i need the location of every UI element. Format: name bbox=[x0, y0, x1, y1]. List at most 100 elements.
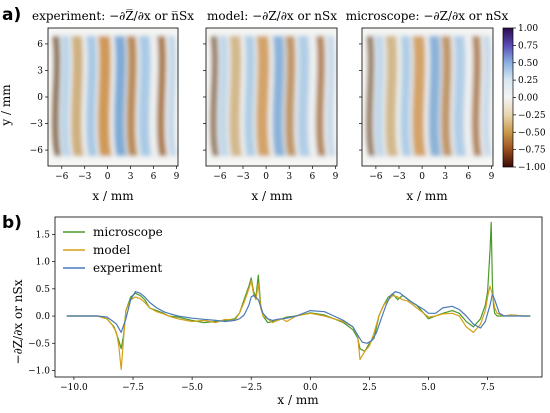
map-streak bbox=[315, 36, 326, 156]
chart-x-tick-label: −7.5 bbox=[122, 383, 144, 393]
map-x-tick-label: −3 bbox=[392, 172, 406, 182]
map-streak bbox=[326, 36, 336, 156]
colorbar-tick-label: −0.75 bbox=[518, 146, 546, 156]
map-y-tick-label: −3 bbox=[30, 120, 44, 130]
line-chart: −10.0 −7.5 −5.0 −2.5 0.0 2.5 5.0 7.5 1.5 1.0 0.5 0.… bbox=[28, 216, 543, 393]
map-x-tick-label: 0 bbox=[105, 172, 111, 182]
map-streak bbox=[138, 36, 152, 156]
map-streak bbox=[440, 36, 453, 156]
map-streak bbox=[272, 36, 286, 156]
map-streak bbox=[167, 36, 177, 156]
chart-ylabel: −∂Z/∂x or nSx bbox=[11, 279, 25, 364]
map-ylabel: y / mm bbox=[0, 84, 13, 127]
map-x-tick-label: 6 bbox=[465, 172, 471, 182]
map-x-tick-label: 0 bbox=[419, 172, 425, 182]
chart-y-tick-label: 1.0 bbox=[36, 258, 51, 268]
chart-x-tick-label: −10.0 bbox=[60, 383, 88, 393]
map-experiment: −6 −3 0 3 6 9 6 3 0 −3 −6 bbox=[30, 27, 180, 182]
map-sample bbox=[53, 33, 173, 159]
map-streak bbox=[113, 36, 127, 156]
map-field bbox=[210, 33, 336, 159]
map-x-tick-label: −3 bbox=[78, 172, 92, 182]
map-streak bbox=[60, 36, 71, 156]
chart-x-tick-label: −5.0 bbox=[181, 383, 203, 393]
map-x-tick-label: −3 bbox=[236, 172, 250, 182]
map-xlabel-experiment: x / mm bbox=[92, 189, 134, 203]
colorbar-tick-label: −0.50 bbox=[518, 128, 546, 138]
map-streak bbox=[218, 36, 229, 156]
colorbar-tick-label: −0.25 bbox=[518, 111, 546, 121]
map-y-tick-label: 6 bbox=[37, 40, 43, 50]
chart-y-tick-label: −1.0 bbox=[28, 366, 50, 376]
legend-label-experiment: experiment bbox=[93, 261, 162, 275]
map-streak bbox=[412, 36, 427, 156]
map-x-tick-label: 6 bbox=[151, 172, 157, 182]
map-streak bbox=[400, 36, 412, 156]
chart-y-tick-label: 0.5 bbox=[36, 285, 51, 295]
map-xlabel-model: x / mm bbox=[251, 189, 293, 203]
map-y-tick-label: 0 bbox=[37, 93, 43, 103]
map-streak bbox=[86, 36, 98, 156]
colorbar-tick-label: 0.00 bbox=[518, 94, 538, 104]
map-title-experiment: experiment: −∂Z̅/∂x or n̅Sx bbox=[32, 8, 194, 23]
map-streak bbox=[156, 36, 167, 156]
chart-plot-area bbox=[55, 217, 542, 377]
map-xlabel-microscope: x / mm bbox=[406, 189, 448, 203]
map-x-tick-label: 3 bbox=[128, 172, 134, 182]
map-sample bbox=[211, 33, 332, 159]
chart-y-tick-label: 0.0 bbox=[36, 312, 51, 322]
legend-label-model: model bbox=[93, 243, 130, 257]
chart-x-tick-label: 0.0 bbox=[303, 383, 318, 393]
chart-y-tick-label: 1.5 bbox=[36, 230, 51, 240]
series-line-microscope bbox=[66, 221, 531, 352]
chart-x-tick-label: −2.5 bbox=[240, 383, 262, 393]
map-streak bbox=[428, 36, 442, 156]
map-streak bbox=[453, 36, 467, 156]
colorbar-tick-label: 0.50 bbox=[518, 59, 538, 69]
map-streak bbox=[284, 36, 297, 156]
map-streak bbox=[126, 36, 138, 156]
map-x-tick-label: 0 bbox=[263, 172, 269, 182]
map-x-tick-label: −6 bbox=[55, 172, 69, 182]
map-streak bbox=[374, 36, 385, 156]
map-model: −6 −3 0 3 6 9 bbox=[203, 27, 339, 182]
panel-a-label: a) bbox=[2, 5, 21, 25]
map-x-tick-label: 9 bbox=[489, 172, 495, 182]
map-streak bbox=[366, 36, 376, 156]
chart-xlabel: x / mm bbox=[277, 393, 319, 407]
colorbar bbox=[502, 27, 514, 168]
map-field bbox=[366, 33, 492, 159]
map-streak bbox=[52, 36, 62, 156]
map-streak bbox=[210, 36, 220, 156]
map-x-tick-label: 3 bbox=[286, 172, 292, 182]
legend-label-microscope: microscope bbox=[93, 225, 163, 239]
chart-x-tick-label: 5.0 bbox=[421, 383, 436, 393]
map-streak bbox=[482, 36, 492, 156]
map-x-tick-label: −6 bbox=[213, 172, 227, 182]
map-streak bbox=[385, 36, 399, 156]
map-x-tick-label: 6 bbox=[309, 172, 315, 182]
map-title-microscope: microscope: −∂Z/∂x or nSx bbox=[346, 9, 509, 23]
map-field bbox=[52, 33, 177, 159]
chart-frame bbox=[54, 216, 543, 378]
panel-b-label: b) bbox=[2, 213, 22, 233]
map-x-tick-label: 3 bbox=[442, 172, 448, 182]
series-line-experiment bbox=[66, 291, 531, 344]
map-streak bbox=[229, 36, 243, 156]
map-streak bbox=[71, 36, 84, 156]
colorbar-tick-label: 0.75 bbox=[518, 41, 538, 51]
colorbar-tick-label: 0.25 bbox=[518, 76, 538, 86]
colorbar-ticks: 1.00 0.75 0.50 0.25 0.00 −0.25 −0.50 −0.75 −1.00 bbox=[513, 24, 546, 173]
map-x-tick-label: −6 bbox=[369, 172, 383, 182]
map-title-model: model: −∂Z/∂x or nSx bbox=[207, 9, 337, 23]
colorbar-tick-label: 1.00 bbox=[518, 24, 538, 34]
map-streak bbox=[297, 36, 311, 156]
map-streak bbox=[97, 36, 112, 156]
map-streak bbox=[256, 36, 271, 156]
map-microscope: −6 −3 0 3 6 9 bbox=[359, 27, 495, 182]
map-sample bbox=[367, 33, 488, 159]
chart-x-tick-label: 7.5 bbox=[480, 383, 495, 393]
chart-x-tick-label: 2.5 bbox=[362, 383, 377, 393]
map-y-tick-label: 3 bbox=[37, 66, 43, 76]
